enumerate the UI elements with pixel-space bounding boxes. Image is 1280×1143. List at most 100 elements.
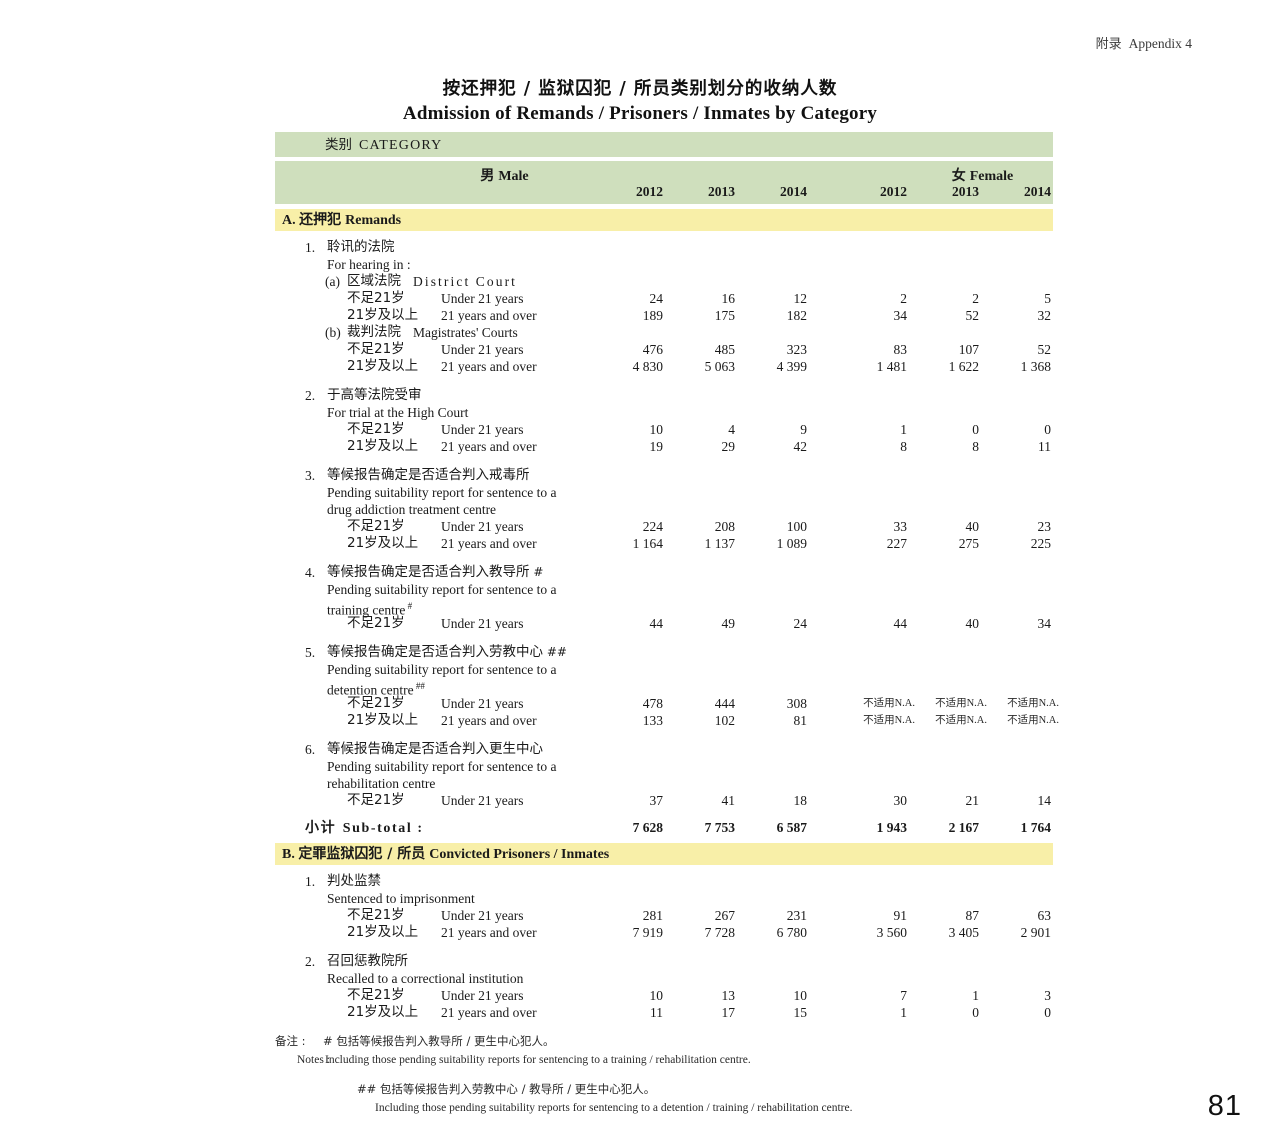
year-header-male-2013: 2013 bbox=[708, 184, 735, 199]
data-cell: 41 bbox=[721, 793, 736, 808]
item-title-en: For hearing in : bbox=[327, 257, 411, 272]
data-cell: 6 780 bbox=[776, 925, 807, 940]
data-cell: 44 bbox=[649, 616, 664, 631]
data-cell: 81 bbox=[793, 713, 808, 728]
item-heading-line: 5. 等候报告确定是否适合判入劳教中心 ## bbox=[275, 644, 1053, 661]
data-cell: 1 368 bbox=[1020, 359, 1051, 374]
age-label-en: 21 years and over bbox=[441, 536, 537, 551]
data-cell: 16 bbox=[721, 291, 736, 306]
data-cell: 33 bbox=[893, 519, 908, 534]
item-title-en2: detention centre ## bbox=[327, 681, 425, 698]
item-title-cn: 判处监禁 bbox=[327, 873, 381, 889]
item-title-en-line: For trial at the High Court bbox=[275, 404, 1053, 421]
age-label-cn: 21岁及以上 bbox=[347, 712, 419, 728]
data-cell-na: 不适用N.A. bbox=[935, 697, 987, 709]
section-title-en: Remands bbox=[345, 213, 402, 228]
data-cell: 275 bbox=[958, 536, 979, 551]
data-cell-na: 不适用N.A. bbox=[1007, 697, 1059, 709]
data-cell: 13 bbox=[721, 988, 736, 1003]
data-cell: 5 bbox=[1044, 291, 1051, 306]
data-cell: 11 bbox=[1038, 439, 1051, 454]
item-group: 4. 等候报告确定是否适合判入教导所 # Pending suitability r… bbox=[275, 564, 1053, 632]
age-label-cn: 不足21岁 bbox=[347, 615, 405, 631]
data-cell: 52 bbox=[1037, 342, 1052, 357]
table-row: 21岁及以上 21 years and over 4 830 5 063 4 399 1 … bbox=[275, 358, 1053, 375]
appendix-label-en: Appendix 4 bbox=[1128, 36, 1192, 51]
female-group-header: 女 Female bbox=[753, 165, 1212, 185]
data-cell: 17 bbox=[721, 1005, 736, 1020]
data-cell: 15 bbox=[793, 1005, 808, 1020]
header-band-divider bbox=[275, 157, 1053, 161]
item-group: 2. 于高等法院受审 For trial at the High Court 不足21… bbox=[275, 387, 1053, 455]
table-row: 21岁及以上 21 years and over 1 164 1 137 1 089 22… bbox=[275, 535, 1053, 552]
data-cell: 224 bbox=[642, 519, 663, 534]
section-letter: B. bbox=[282, 847, 299, 862]
data-cell: 19 bbox=[649, 439, 664, 454]
page-title-cn: 按还押犯 / 监狱囚犯 / 所员类别划分的收纳人数 bbox=[442, 79, 838, 99]
female-group-header-cn: 女 bbox=[951, 168, 966, 184]
item-number: 3. bbox=[305, 468, 316, 483]
age-label-en: Under 21 years bbox=[441, 988, 524, 1003]
item-group: 6. 等候报告确定是否适合判入更生中心 Pending suitability re… bbox=[275, 741, 1053, 809]
item-heading-line: 2. 于高等法院受审 bbox=[275, 387, 1053, 404]
note-2-cn-line: ## 包括等候报告判入劳教中心 / 教导所 / 更生中心犯人。 bbox=[275, 1080, 1075, 1099]
category-header-en: CATEGORY bbox=[359, 138, 443, 153]
year-header-row: 2012 2013 2014 2012 2013 2014 bbox=[275, 184, 1053, 202]
section-title-en: Convicted Prisoners / Inmates bbox=[429, 847, 610, 862]
item-number: 2. bbox=[305, 954, 316, 969]
note-2-en-line: Including those pending suitability repo… bbox=[275, 1099, 1075, 1118]
age-label-cn: 不足21岁 bbox=[347, 341, 405, 357]
item-heading-line: 3. 等候报告确定是否适合判入戒毒所 bbox=[275, 467, 1053, 484]
notes-label-en: Notes : bbox=[297, 1054, 330, 1066]
admission-table: 类别 CATEGORY 男 Male 女 Female 2012 2013 2014 … bbox=[275, 132, 1059, 1021]
data-cell: 100 bbox=[786, 519, 807, 534]
item-title-en2-line: drug addiction treatment centre bbox=[275, 501, 1053, 518]
item-title-en-line: Recalled to a correctional institution bbox=[275, 970, 1053, 987]
age-label-en: Under 21 years bbox=[441, 422, 524, 437]
data-cell: 133 bbox=[642, 713, 663, 728]
age-label-en: 21 years and over bbox=[441, 713, 537, 728]
data-cell: 11 bbox=[650, 1005, 663, 1020]
table-row: 21岁及以上 21 years and over 189 175 182 34 52 32 bbox=[275, 307, 1053, 324]
data-cell: 6 587 bbox=[776, 820, 807, 835]
data-cell: 1 481 bbox=[876, 359, 907, 374]
item-title-en: Pending suitability report for sentence … bbox=[327, 662, 557, 677]
item-title-en-line: Pending suitability report for sentence … bbox=[275, 758, 1053, 775]
age-label-cn: 21岁及以上 bbox=[347, 1004, 419, 1020]
subgroup-title-cn: 裁判法院 bbox=[347, 324, 401, 340]
note-1-en: Including those pending suitability repo… bbox=[325, 1054, 751, 1066]
age-label-en: Under 21 years bbox=[441, 908, 524, 923]
item-title-en: Pending suitability report for sentence … bbox=[327, 485, 557, 500]
data-cell: 3 405 bbox=[948, 925, 979, 940]
column-header-band: 男 Male 女 Female 2012 2013 2014 2012 2013 2… bbox=[275, 161, 1053, 204]
data-cell: 34 bbox=[1037, 616, 1052, 631]
subgroup-title-cn: 区域法院 bbox=[347, 273, 401, 289]
footnote-marker: # bbox=[405, 601, 413, 611]
data-cell: 1 164 bbox=[632, 536, 663, 551]
age-label-cn: 不足21岁 bbox=[347, 695, 405, 711]
data-cell: 478 bbox=[642, 696, 663, 711]
item-number: 6. bbox=[305, 742, 316, 757]
item-title-en: Pending suitability report for sentence … bbox=[327, 582, 557, 597]
item-title-en2: drug addiction treatment centre bbox=[327, 502, 497, 517]
data-cell: 1 bbox=[900, 422, 907, 437]
item-number: 2. bbox=[305, 388, 316, 403]
item-title-cn: 聆讯的法院 bbox=[327, 239, 395, 255]
age-label-en: 21 years and over bbox=[441, 359, 537, 374]
data-cell: 10 bbox=[793, 988, 808, 1003]
footnote-marker: ## bbox=[543, 645, 567, 659]
data-cell: 42 bbox=[793, 439, 808, 454]
data-cell: 21 bbox=[965, 793, 980, 808]
data-cell: 40 bbox=[965, 616, 980, 631]
age-label-cn: 不足21岁 bbox=[347, 518, 405, 534]
data-cell: 0 bbox=[1044, 1005, 1051, 1020]
data-cell: 7 919 bbox=[632, 925, 663, 940]
subgroup-title-en: District Court bbox=[413, 274, 518, 289]
data-cell: 37 bbox=[649, 793, 664, 808]
subgroup-marker: (a) bbox=[325, 274, 340, 289]
table-row: 不足21岁 Under 21 years 10 4 9 1 0 0 bbox=[275, 421, 1053, 438]
data-cell: 227 bbox=[886, 536, 907, 551]
notes-label-cn: 备注 : bbox=[275, 1034, 306, 1048]
data-cell: 308 bbox=[786, 696, 807, 711]
data-cell: 4 830 bbox=[632, 359, 663, 374]
